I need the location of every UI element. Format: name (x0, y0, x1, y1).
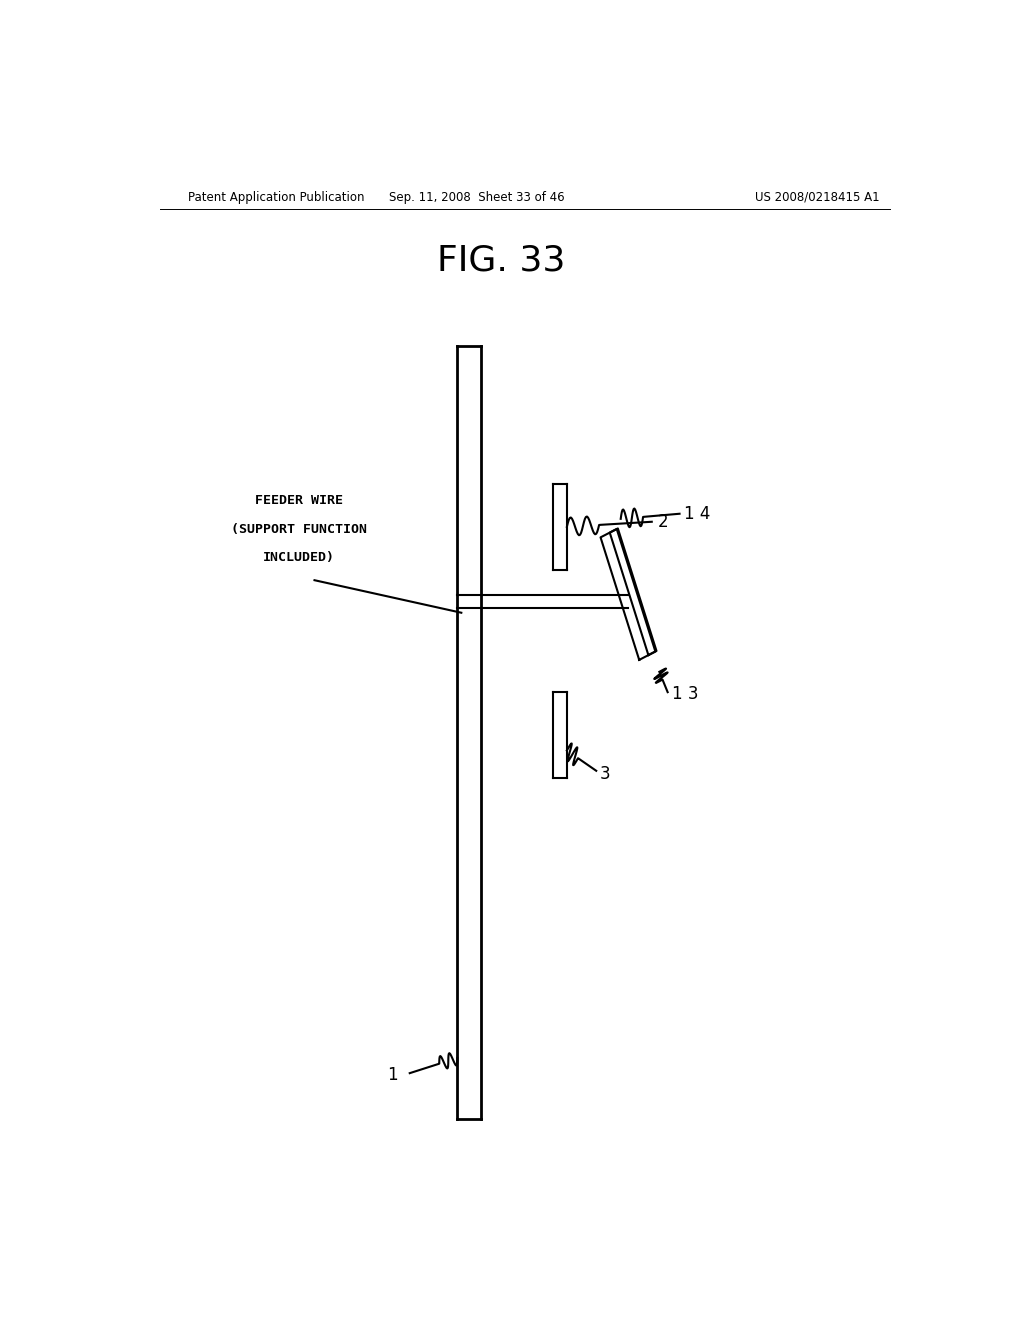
Text: 1: 1 (387, 1067, 397, 1084)
Text: 1 4: 1 4 (684, 504, 710, 523)
Text: FIG. 33: FIG. 33 (437, 243, 565, 277)
Text: Sep. 11, 2008  Sheet 33 of 46: Sep. 11, 2008 Sheet 33 of 46 (389, 190, 565, 203)
Text: 3: 3 (599, 764, 610, 783)
Text: FEEDER WIRE: FEEDER WIRE (255, 495, 343, 507)
Text: INCLUDED): INCLUDED) (262, 552, 335, 565)
Text: (SUPPORT FUNCTION: (SUPPORT FUNCTION (230, 523, 367, 536)
Text: Patent Application Publication: Patent Application Publication (187, 190, 364, 203)
Text: 1 3: 1 3 (672, 685, 698, 704)
Text: US 2008/0218415 A1: US 2008/0218415 A1 (755, 190, 880, 203)
Text: 2: 2 (658, 512, 669, 531)
